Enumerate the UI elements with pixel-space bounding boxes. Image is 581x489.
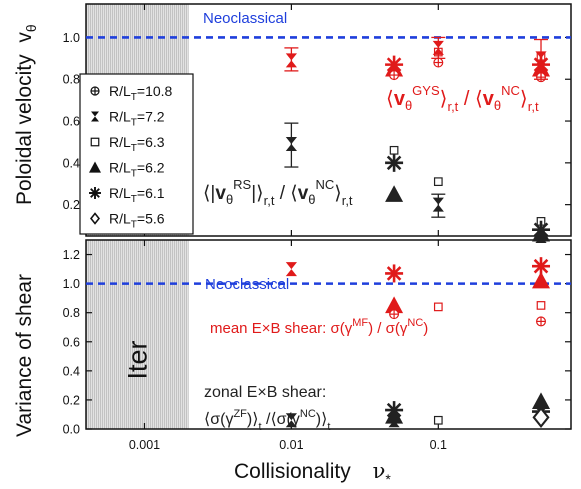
data-point-bowtie <box>285 262 297 277</box>
data-point-bowtie <box>285 413 297 428</box>
annotation-bottom-black-line2: ⟨σ(γZF)⟩t /⟨σ(γNC)⟩t <box>204 408 330 433</box>
bottom-panel-frame <box>85 239 572 430</box>
legend-marker-diamond <box>90 212 100 225</box>
x-tick-label: 0.01 <box>279 438 303 452</box>
x-axis: 0.001 0.01 0.1 <box>129 4 447 452</box>
x-tick-label: 0.001 <box>129 438 160 452</box>
x-axis-title: Collisionality ν* <box>234 459 391 487</box>
annotation-top-red: ⟨vθGYS⟩r,t / ⟨vθNC⟩r,t <box>386 83 539 114</box>
data-point-square <box>433 415 443 425</box>
legend-marker-bowtie <box>91 111 99 122</box>
legend-label: R/LT=10.8 <box>109 83 173 103</box>
neoclassical-label-top: Neoclassical <box>203 10 287 27</box>
y-tick-label: 0.0 <box>63 423 80 437</box>
data-point-square <box>536 301 546 310</box>
y-tick-label: 0.6 <box>63 335 80 349</box>
y-tick-label: 1.0 <box>63 31 80 45</box>
data-point-square <box>389 145 399 155</box>
data-point-triangle <box>532 271 551 289</box>
data-point-triangle <box>385 59 404 77</box>
legend-label: R/LT=7.2 <box>109 109 165 129</box>
iter-shaded-region-bottom <box>86 240 189 429</box>
data-point-circle-plus <box>389 70 400 81</box>
y-tick-label: 0.4 <box>63 364 80 378</box>
data-point-square <box>433 177 443 187</box>
y-tick-label: 0.8 <box>63 306 80 320</box>
y-tick-label: 0.8 <box>63 73 80 87</box>
data-point-bowtie <box>388 413 400 428</box>
x-tick-label: 0.1 <box>430 438 447 452</box>
legend: R/LT=10.8 R/LT=7.2 R/LT=6.3 R/LT=6.2 R/LT=6.… <box>79 73 194 235</box>
annotation-bottom-red: mean E×B shear: σ(γMF) / σ(γNC) <box>210 317 428 337</box>
data-point-circle-plus <box>433 57 444 68</box>
y-tick-label: 1.0 <box>63 277 80 291</box>
legend-label: R/LT=5.6 <box>109 211 165 231</box>
y-tick-label: 0.4 <box>63 156 80 170</box>
data-point-triangle <box>385 185 404 202</box>
annotation-bottom-black-line1: zonal E×B shear: <box>204 384 326 401</box>
y-tick-label: 0.6 <box>63 115 80 129</box>
y-tick-label: 0.2 <box>63 393 80 407</box>
data-point-bowtie <box>535 229 547 243</box>
data-point-bowtie <box>432 40 444 55</box>
iter-label: Iter <box>122 340 152 379</box>
data-point-diamond <box>532 406 550 429</box>
top-y-axis-title: Poloidal velocity vθ <box>13 24 39 205</box>
legend-marker-asterisk <box>89 187 101 199</box>
data-point-asterisk <box>385 264 404 283</box>
data-point-square <box>433 302 443 312</box>
bottom-y-axis-title: Variance of shear <box>13 274 36 437</box>
data-point-bowtie <box>535 51 547 66</box>
data-point-asterisk <box>385 153 404 172</box>
data-point-circle-plus <box>389 309 400 320</box>
legend-marker-circle-plus <box>90 86 100 96</box>
data-point-triangle <box>532 392 551 410</box>
bottom-y-axis: 0.0 0.2 0.4 0.6 0.8 1.0 1.2 <box>63 248 571 437</box>
data-point-triangle <box>385 296 404 314</box>
legend-marker-triangle <box>89 161 101 173</box>
data-point-bowtie <box>285 53 297 68</box>
data-point-circle-plus <box>536 316 547 327</box>
annotation-top-black: ⟨|vθRS|⟩r,t / ⟨vθNC⟩r,t <box>203 177 353 208</box>
legend-label: R/LT=6.1 <box>109 185 165 205</box>
legend-label: R/LT=6.3 <box>109 134 165 154</box>
y-tick-label: 0.2 <box>63 198 80 212</box>
data-point-bowtie <box>432 197 444 212</box>
legend-box <box>79 73 194 235</box>
data-points <box>284 36 551 429</box>
y-tick-label: 1.2 <box>63 248 80 262</box>
data-point-bowtie <box>285 137 297 152</box>
legend-marker-square <box>90 137 100 147</box>
neoclassical-label-bottom: Neoclassical <box>205 276 289 293</box>
legend-label: R/LT=6.2 <box>109 160 165 180</box>
